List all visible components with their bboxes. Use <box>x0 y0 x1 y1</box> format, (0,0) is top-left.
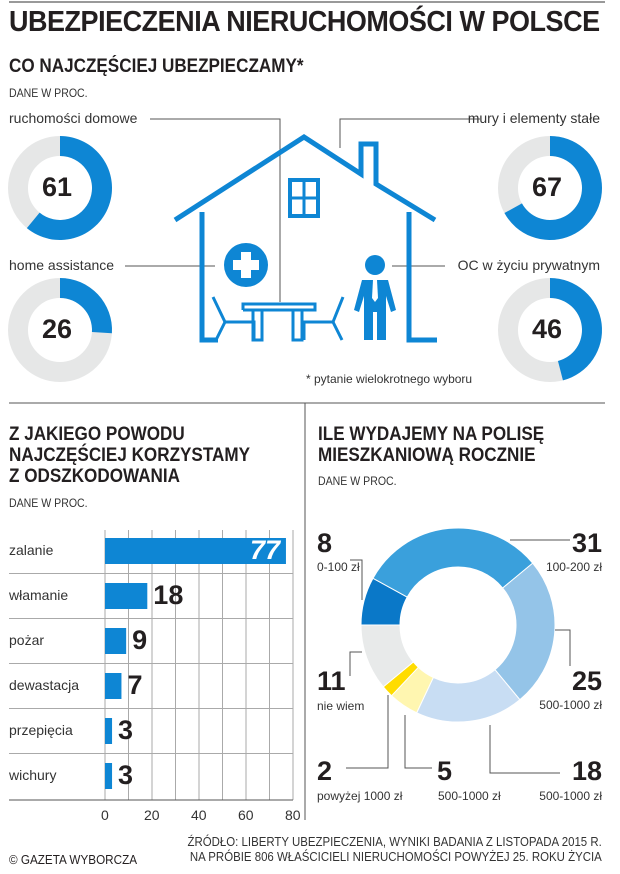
donut-value: 8 <box>317 528 333 558</box>
table-chairs-icon <box>331 321 344 341</box>
bar-category-label: dewastacja <box>9 677 80 693</box>
connector-line <box>404 715 432 769</box>
donut-value: 25 <box>571 666 602 696</box>
donut-label: nie wiem <box>317 699 365 713</box>
x-tick-label: 0 <box>101 807 109 823</box>
gauge-value: 61 <box>42 172 73 202</box>
businessman-icon <box>365 255 385 275</box>
bar <box>105 718 113 744</box>
section1-title: CO NAJCZĘŚCIEJ UBEZPIECZAMY* <box>9 56 304 77</box>
donut-value: 31 <box>571 528 602 558</box>
donut-label: powyżej 1000 zł <box>317 789 403 803</box>
bar <box>105 583 148 609</box>
gauge-fill <box>26 136 112 241</box>
main-title: UBEZPIECZENIA NIERUCHOMOŚCI W POLSCE <box>9 6 600 38</box>
bar-category-label: zalanie <box>9 542 54 558</box>
donut-segment <box>372 527 534 598</box>
bar-category-label: pożar <box>9 632 45 648</box>
table-chairs-icon <box>302 296 345 340</box>
bar-category-label: przepięcia <box>9 722 73 738</box>
x-tick-label: 20 <box>144 807 160 823</box>
connector-line <box>150 118 281 302</box>
gauge-label: ruchomości domowe <box>9 110 138 126</box>
gauge-fill <box>504 136 602 241</box>
bar <box>105 538 286 564</box>
donut-label: 100-200 zł <box>545 560 602 574</box>
connector-line <box>489 725 560 774</box>
donut-label: 500-1000 zł <box>539 698 602 712</box>
bar-value-label: 9 <box>132 625 148 655</box>
connector-line <box>349 651 362 676</box>
bar <box>105 763 113 789</box>
connector-line <box>346 695 389 769</box>
donut-label: 500-1000 zł <box>539 789 602 803</box>
section1-unit: DANE W PROC. <box>9 86 88 100</box>
bar <box>105 628 127 654</box>
source: ŹRÓDŁO: LIBERTY UBEZPIECZENIA, WYNIKI BA… <box>188 834 602 864</box>
x-tick-label: 40 <box>191 807 207 823</box>
bar <box>105 673 122 699</box>
source-line: ŹRÓDŁO: LIBERTY UBEZPIECZENIA, WYNIKI BA… <box>187 834 602 849</box>
table-chairs-icon <box>211 296 256 340</box>
table-chairs-icon <box>214 321 227 341</box>
gauge-fill <box>60 278 112 334</box>
section2-title: Z JAKIEGO POWODU NAJCZĘŚCIEJ KORZYSTAMY … <box>9 424 250 487</box>
gauge-value: 67 <box>532 172 563 202</box>
bar-value-label: 7 <box>127 670 143 700</box>
gauge-label: mury i elementy stałe <box>467 110 600 126</box>
x-tick-label: 60 <box>238 807 254 823</box>
table-chairs-icon <box>291 310 304 342</box>
bar-value-label: 77 <box>249 535 280 565</box>
section3-unit: DANE W PROC. <box>318 474 397 488</box>
title-line: Z ODSZKODOWANIA <box>9 466 180 487</box>
bar-value-label: 3 <box>118 715 134 745</box>
gauge-value: 46 <box>532 314 563 344</box>
title-line: MIESZKANIOWĄ ROCZNIE <box>318 445 536 466</box>
bar-category-label: włamanie <box>9 587 69 603</box>
bar-value-label: 3 <box>118 760 134 790</box>
gauge-fill <box>550 278 602 381</box>
gauge-label: home assistance <box>9 257 115 273</box>
donut-value: 2 <box>317 756 333 786</box>
title-line: NAJCZĘŚCIEJ KORZYSTAMY <box>9 445 251 466</box>
gauge-label: OC w życiu prywatnym <box>457 257 600 273</box>
donut-label: 500-1000 zł <box>438 789 501 803</box>
donut-value: 5 <box>437 756 453 786</box>
donut-segment <box>360 624 415 688</box>
businessman-icon <box>354 280 396 340</box>
section3-title: ILE WYDAJEMY NA POLISĘ MIESZKANIOWĄ ROCZ… <box>318 424 544 466</box>
x-tick-label: 80 <box>285 807 301 823</box>
connector-line <box>555 629 571 666</box>
title-line: ILE WYDAJEMY NA POLISĘ <box>318 424 545 445</box>
title-line: Z JAKIEGO POWODU <box>9 424 185 445</box>
bar-category-label: wichury <box>9 767 57 783</box>
source-line: NA PRÓBIE 806 WŁAŚCICIELI NIERUCHOMOŚCI … <box>190 849 602 864</box>
bar-value-label: 18 <box>153 580 184 610</box>
medical-cross-icon <box>233 252 259 278</box>
connector-line <box>350 559 363 600</box>
tie-icon <box>372 280 378 302</box>
donut-label: 0-100 zł <box>317 560 360 574</box>
copyright: © GAZETA WYBORCZA <box>9 852 138 867</box>
footnote: * pytanie wielokrotnego wyboru <box>306 372 473 386</box>
house-wall-icon <box>199 212 218 343</box>
house-wall-icon <box>406 212 437 343</box>
gauge-value: 26 <box>42 314 73 344</box>
connector-line <box>339 118 480 148</box>
section2-unit: DANE W PROC. <box>9 496 88 510</box>
donut-value: 18 <box>571 756 602 786</box>
house-icon <box>173 134 437 223</box>
table-chairs-icon <box>241 302 317 312</box>
donut-value: 11 <box>317 666 346 696</box>
